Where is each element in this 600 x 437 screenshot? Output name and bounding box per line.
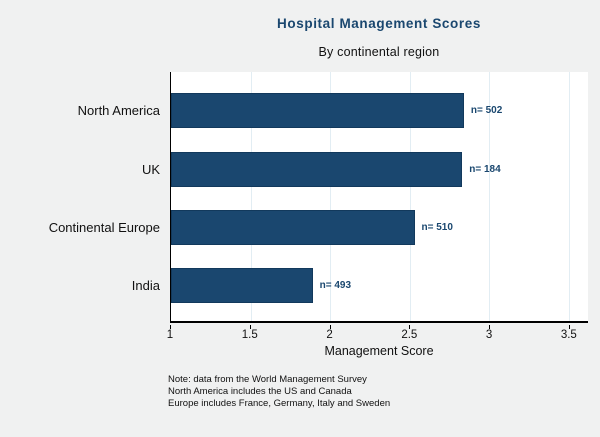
bar-continental-europe xyxy=(171,210,415,245)
category-label: Continental Europe xyxy=(48,220,160,235)
chart-notes: Note: data from the World Management Sur… xyxy=(168,374,390,410)
x-tick-label: 2 xyxy=(326,329,333,341)
x-tick-mark xyxy=(329,325,331,329)
chart-title: Hospital Management Scores xyxy=(277,16,481,31)
category-label: India xyxy=(131,278,160,293)
bar-label: n= 493 xyxy=(319,280,352,291)
category-label: UK xyxy=(141,162,160,177)
chart-subtitle: By continental region xyxy=(318,45,440,59)
x-tick-mark xyxy=(568,325,570,329)
bar-india xyxy=(171,268,313,303)
y-axis-category-labels: North America UK Continental Europe India xyxy=(0,72,160,323)
category-label: North America xyxy=(77,103,160,118)
x-tick-mark xyxy=(409,325,411,329)
gridline xyxy=(489,72,491,321)
note-line: Note: data from the World Management Sur… xyxy=(168,374,367,385)
gridline xyxy=(568,72,570,321)
x-tick-label: 3 xyxy=(485,329,493,341)
x-tick-label: 3.5 xyxy=(560,329,577,341)
gridline xyxy=(330,72,332,321)
x-tick-mark xyxy=(170,325,171,329)
x-tick-label: 1 xyxy=(166,329,174,341)
note-line: North America includes the US and Canada xyxy=(168,386,352,397)
x-tick-label: 1.5 xyxy=(241,329,258,341)
plot-area: n= 502 n= 184 n= 510 n= 493 xyxy=(170,72,588,323)
x-tick-mark xyxy=(489,325,491,329)
bar-north-america xyxy=(171,93,464,128)
bar-label: n= 510 xyxy=(421,222,453,233)
note-line: Europe includes France, Germany, Italy a… xyxy=(168,398,391,409)
bar-label: n= 502 xyxy=(470,105,503,116)
gridline xyxy=(409,72,411,321)
x-tick-mark xyxy=(249,325,251,329)
x-tick-label: 2.5 xyxy=(401,329,418,341)
gridline xyxy=(250,72,252,321)
bar-uk xyxy=(171,152,463,187)
bar-label: n= 184 xyxy=(469,164,501,175)
x-axis-label: Management Score xyxy=(324,344,434,358)
